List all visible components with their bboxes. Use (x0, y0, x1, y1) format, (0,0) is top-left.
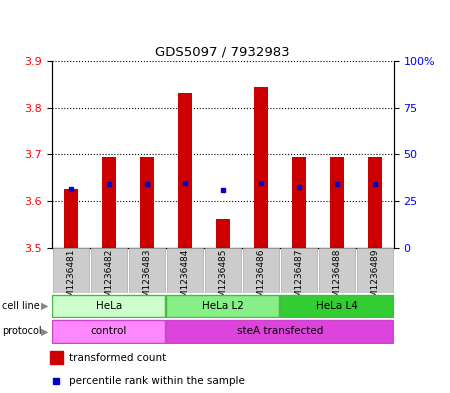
Bar (63, 189, 78, 248)
Text: GSM1236485: GSM1236485 (218, 249, 227, 309)
FancyBboxPatch shape (52, 320, 165, 343)
FancyBboxPatch shape (243, 248, 279, 293)
FancyBboxPatch shape (319, 248, 355, 293)
Text: HeLa: HeLa (95, 301, 122, 311)
FancyBboxPatch shape (166, 295, 279, 317)
FancyBboxPatch shape (280, 248, 317, 293)
Text: ▶: ▶ (40, 301, 48, 311)
Text: HeLa L4: HeLa L4 (316, 301, 358, 311)
Text: GSM1236489: GSM1236489 (370, 249, 379, 309)
FancyBboxPatch shape (166, 248, 203, 293)
Text: percentile rank within the sample: percentile rank within the sample (69, 376, 245, 386)
Bar (178, 93, 192, 248)
FancyBboxPatch shape (53, 248, 89, 293)
Title: GDS5097 / 7932983: GDS5097 / 7932983 (155, 45, 290, 58)
Text: steA transfected: steA transfected (237, 327, 323, 336)
Bar (140, 156, 154, 248)
FancyBboxPatch shape (280, 295, 393, 317)
Bar (50, 351, 63, 364)
Text: GSM1236487: GSM1236487 (294, 249, 303, 309)
Bar (329, 156, 344, 248)
Bar (102, 156, 116, 248)
Text: ▶: ▶ (40, 327, 48, 336)
FancyBboxPatch shape (90, 248, 127, 293)
Bar (292, 156, 306, 248)
Text: protocol: protocol (2, 327, 42, 336)
Text: GSM1236481: GSM1236481 (66, 249, 75, 309)
Text: GSM1236484: GSM1236484 (180, 249, 189, 309)
Bar (216, 219, 230, 248)
FancyBboxPatch shape (356, 248, 393, 293)
Text: GSM1236488: GSM1236488 (332, 249, 341, 309)
Bar (368, 156, 382, 248)
Text: cell line: cell line (2, 301, 40, 311)
Text: control: control (90, 327, 127, 336)
Text: HeLa L2: HeLa L2 (202, 301, 244, 311)
Text: GSM1236486: GSM1236486 (256, 249, 265, 309)
FancyBboxPatch shape (129, 248, 165, 293)
FancyBboxPatch shape (52, 295, 165, 317)
Bar (253, 86, 268, 248)
Text: transformed count: transformed count (69, 353, 166, 363)
Text: GSM1236482: GSM1236482 (104, 249, 113, 309)
FancyBboxPatch shape (204, 248, 241, 293)
FancyBboxPatch shape (166, 320, 393, 343)
Text: GSM1236483: GSM1236483 (142, 249, 151, 309)
